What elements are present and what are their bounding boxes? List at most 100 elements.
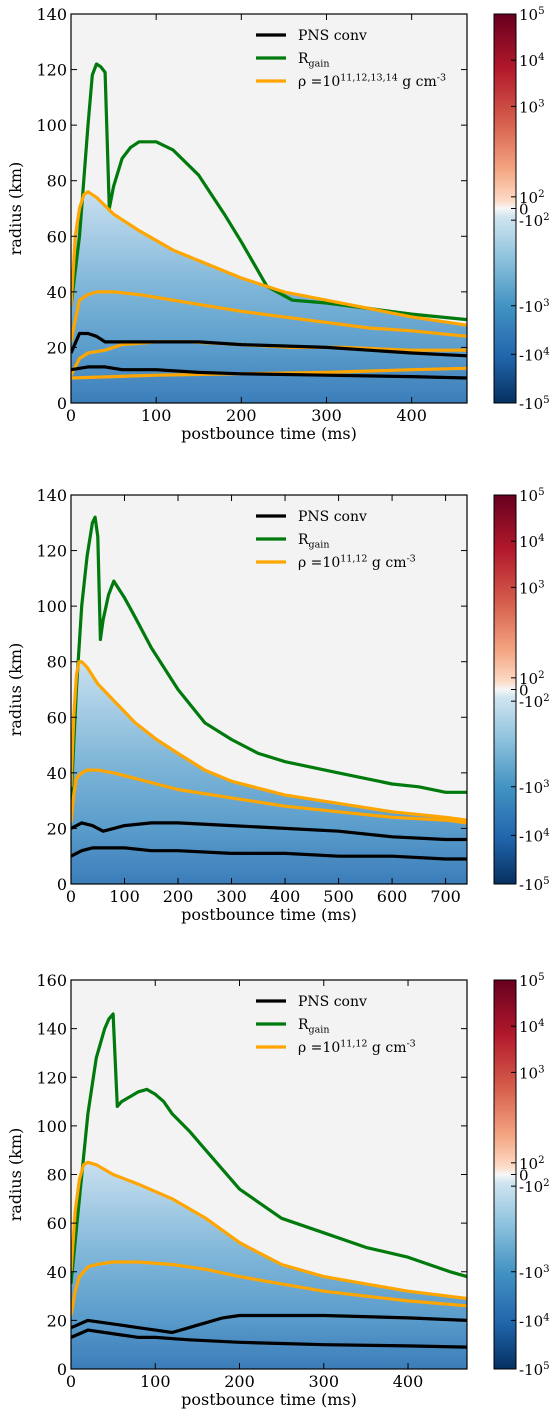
legend-label-1: Rgain​ [298,51,329,70]
y-axis-label: radius (km) [6,162,25,256]
colorbar-label-3: 102​ [519,1155,545,1173]
colorbar-label-4: 0 [519,1167,529,1185]
series-line-4 [71,846,467,861]
x-tick-label-1: 100 [141,406,172,425]
chart-panel-1: 0 100 200 300 400 0 20 40 60 80 100 120 140 postbounc… [6,5,550,443]
colorbar-label-3: 102​ [519,670,545,688]
y-tick-label-3: 60 [47,708,67,727]
x-tick-label-7: 700 [430,887,461,906]
series-group [71,62,467,380]
colorbar-label-2: 103​ [519,579,545,597]
y-tick-label-5: 100 [36,116,67,135]
series-line-0 [71,515,467,801]
y-tick-label-0: 0 [57,1360,67,1379]
legend-label-0: PNS conv [298,509,367,525]
colorbar-label-4: 0 [519,682,529,700]
plot-frame [70,13,468,404]
x-tick-label-0: 0 [66,1372,76,1391]
colorbar-label-0: 105​ [519,972,545,990]
series-line-1 [71,190,467,327]
series-line-5 [71,331,467,358]
colorbar-label-7: -104​ [519,346,550,364]
legend-label-2: ρ =1011,12,13,14​ g cm-3​ [298,72,446,90]
y-tick-label-0: 0 [57,394,67,413]
y-tick-label-0: 0 [57,875,67,894]
y-tick-label-4: 80 [47,1166,67,1185]
colorbar-label-1: 104​ [519,1018,545,1036]
colorbar-label-7: -104​ [519,1312,550,1330]
y-tick-label-2: 40 [47,1263,67,1282]
series-line-1 [71,1160,467,1301]
colorbar-label-6: -103​ [519,779,550,797]
x-tick-label-0: 0 [66,406,76,425]
x-tick-label-0: 0 [66,887,76,906]
y-tick-label-6: 120 [36,61,67,80]
legend-label-2: ρ =1011,12​ g cm-3​ [298,1038,416,1056]
series-line-0 [71,62,467,322]
colorbar-label-4: 0 [519,201,529,219]
series-line-3 [71,821,467,842]
y-tick-label-7: 140 [36,5,67,24]
x-axis-label: postbounce time (ms) [181,905,357,924]
y-tick-label-3: 60 [47,227,67,246]
colorbar-label-8: -105​ [519,395,550,413]
legend-label-1: Rgain​ [298,532,329,551]
colorbar-label-5: -102​ [519,212,550,230]
y-tick-label-1: 20 [47,338,67,357]
series-line-4 [71,1328,467,1349]
chart-panel-3: 0 100 200 300 400 0 20 40 60 80 100 120 140 160 postbo… [6,971,550,1409]
colorbar: 105​ 104​ 103​ 102​0-102​ -103​ -104​ -105​ [493,487,550,894]
x-axis-label: postbounce time (ms) [181,1390,357,1409]
colorbar: 105​ 104​ 103​ 102​0-102​ -103​ -104​ -105​ [493,6,550,413]
x-tick-label-2: 200 [226,406,257,425]
legend-label-1: Rgain​ [298,1017,329,1036]
colorbar-label-0: 105​ [519,6,545,24]
series-line-1 [71,660,467,822]
colorbar-label-5: -102​ [519,1178,550,1196]
heatmap-region [71,661,467,884]
colorbar-label-6: -103​ [519,1264,550,1282]
colorbar-label-7: -104​ [519,827,550,845]
y-tick-label-6: 120 [36,1068,67,1087]
colorbar-label-5: -102​ [519,693,550,711]
y-tick-label-7: 140 [36,486,67,505]
plot-frame [70,494,468,885]
colorbar-label-6: -103​ [519,298,550,316]
legend-label-0: PNS conv [298,28,367,44]
colorbar-label-0: 105​ [519,487,545,505]
chart-panel-2: 0 100 200 300 400 500 600 700 0 20 40 60 80 100 120 140… [6,486,550,924]
colorbar: 105​ 104​ 103​ 102​0-102​ -103​ -104​ -105​ [493,972,550,1379]
series-line-6 [71,365,467,380]
x-tick-label-1: 100 [140,1372,171,1391]
colorbar-label-2: 103​ [519,98,545,116]
x-tick-label-4: 400 [393,1372,424,1391]
x-tick-label-4: 400 [270,887,301,906]
y-tick-label-7: 140 [36,1020,67,1039]
x-tick-label-5: 500 [323,887,354,906]
x-tick-label-4: 400 [396,406,427,425]
y-tick-label-5: 100 [36,1117,67,1136]
y-tick-label-1: 20 [47,819,67,838]
x-axis-label: postbounce time (ms) [181,424,357,443]
series-line-3 [71,1313,467,1335]
x-tick-label-2: 200 [163,887,194,906]
y-tick-label-3: 60 [47,1214,67,1233]
colorbar-label-3: 102​ [519,189,545,207]
y-axis-label: radius (km) [6,1128,25,1222]
legend-label-0: PNS conv [298,994,367,1010]
x-tick-label-2: 200 [224,1372,255,1391]
colorbar-label-8: -105​ [519,1361,550,1379]
series-group [71,515,467,861]
y-tick-label-5: 100 [36,597,67,616]
y-tick-label-6: 120 [36,542,67,561]
x-tick-label-3: 300 [308,1372,339,1391]
y-tick-label-2: 40 [47,283,67,302]
series-line-2 [71,290,467,343]
colorbar-label-1: 104​ [519,533,545,551]
colorbar-label-1: 104​ [519,52,545,70]
series-group [71,1012,467,1349]
y-axis-label: radius (km) [6,643,25,737]
x-tick-label-6: 600 [377,887,408,906]
